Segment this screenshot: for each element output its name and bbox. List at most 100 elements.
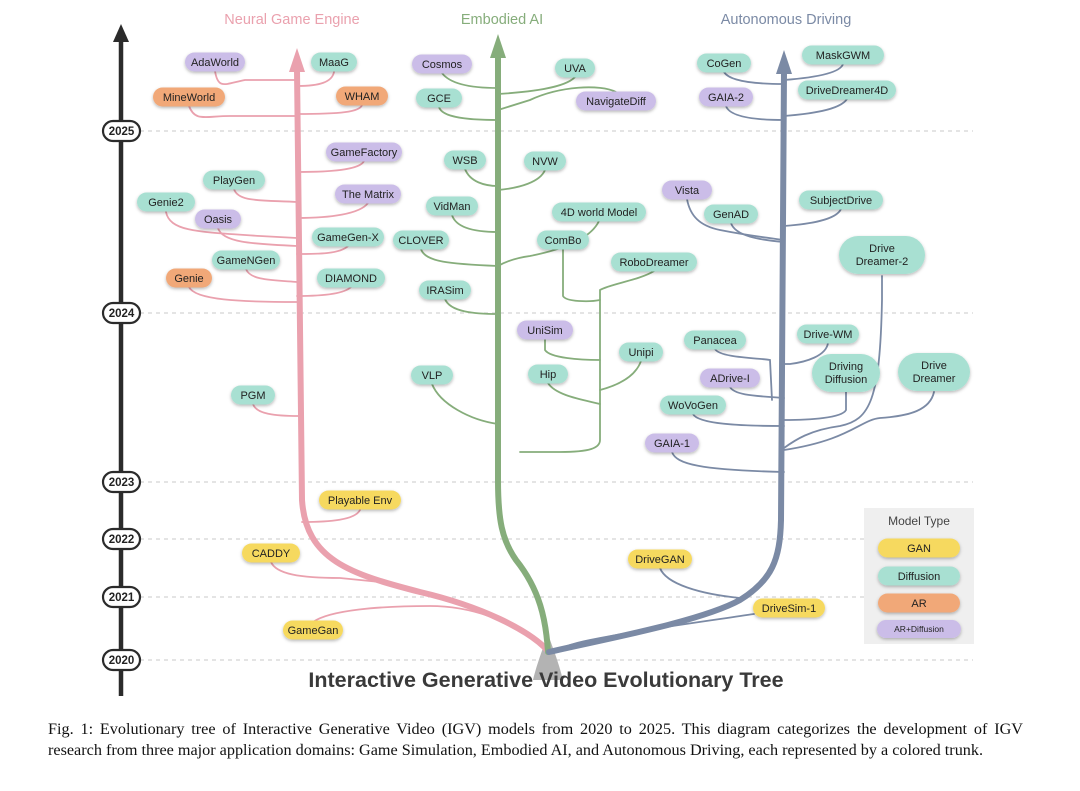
branch-connector <box>296 104 363 115</box>
year-label: 2024 <box>109 308 135 320</box>
branch-connector <box>431 383 499 425</box>
model-node-wovogen: WoVoGen <box>660 395 726 415</box>
year-label: 2023 <box>109 477 135 489</box>
branch-connector <box>233 188 298 203</box>
game-trunk <box>294 67 552 655</box>
model-node-drivedreamer: Drive Dreamer <box>898 353 970 391</box>
branch-connector <box>188 105 298 118</box>
branch-connector <box>783 275 883 449</box>
model-node-nvw: NVW <box>524 151 566 171</box>
legend-item-gan: GAN <box>878 538 960 558</box>
model-node-hip: Hip <box>528 364 568 384</box>
model-node-gamengen: GameNGen <box>212 250 280 270</box>
model-label: VLP <box>422 370 443 382</box>
model-node-playgen: PlayGen <box>203 170 265 190</box>
model-node-panacea: Panacea <box>684 330 746 350</box>
branch-connector <box>217 227 298 247</box>
embodied-branch-label: Embodied AI <box>461 12 543 28</box>
branch-connector <box>783 63 844 81</box>
branch-connector <box>296 245 349 255</box>
branch-connector <box>444 298 499 315</box>
model-label: GAIA-2 <box>708 92 744 104</box>
model-label: GameNGen <box>217 255 276 267</box>
model-label: ADrive-I <box>710 373 750 385</box>
model-label: Vista <box>675 185 700 197</box>
model-label: CADDY <box>252 548 291 560</box>
model-label: ComBo <box>545 235 582 247</box>
branch-connector <box>188 286 298 303</box>
model-label: DriveDreamer4D <box>806 85 889 97</box>
branch-connector <box>544 338 601 361</box>
embodied-trunk-arrow <box>490 34 506 58</box>
model-label: Cosmos <box>422 59 463 71</box>
model-label: MineWorld <box>163 92 215 104</box>
branch-connector <box>451 214 499 233</box>
figure-caption: Fig. 1: Evolutionary tree of Interactive… <box>48 720 1023 759</box>
model-label: 4D world Model <box>561 207 637 219</box>
year-label: 2021 <box>109 592 135 604</box>
branch-connector <box>165 211 298 239</box>
evolutionary-tree-diagram: 2025 2024 2023 2022 2021 2020 AdaWorld MaaG Min… <box>101 12 974 696</box>
branch-connector <box>714 348 773 401</box>
model-label: Driving Diffusion <box>825 361 868 386</box>
model-node-subjectdrive: SubjectDrive <box>799 190 883 210</box>
model-label: Unipi <box>628 347 653 359</box>
legend-label: AR <box>911 598 926 610</box>
year-label: 2025 <box>109 126 135 138</box>
model-label: PGM <box>240 390 265 402</box>
model-node-cogen: CoGen <box>697 53 751 73</box>
model-node-drivegan: DriveGAN <box>628 549 692 569</box>
model-label: CLOVER <box>398 235 443 247</box>
model-node-gamefactory: GameFactory <box>326 142 402 162</box>
branch-connector <box>783 208 842 227</box>
model-node-maskgwm: MaskGWM <box>802 45 884 65</box>
branch-connector <box>599 360 642 391</box>
legend-label: GAN <box>907 543 931 555</box>
branch-connector <box>659 567 741 599</box>
model-label: GAIA-1 <box>654 438 690 450</box>
branch-connector <box>245 268 298 283</box>
model-node-playableenv: Playable Env <box>319 490 401 510</box>
model-label: NavigateDiff <box>586 96 647 108</box>
game-trunk-arrow <box>289 48 305 72</box>
model-label: WoVoGen <box>668 400 718 412</box>
year-marker: 2023 <box>101 470 142 494</box>
legend-item-ar: AR <box>878 593 960 613</box>
model-node-genie2: Genie2 <box>137 192 195 212</box>
branch-connector <box>783 391 847 421</box>
model-node-robodreamer: RoboDreamer <box>611 252 697 272</box>
year-marker: 2020 <box>101 648 142 672</box>
model-label: VidMan <box>433 201 470 213</box>
model-label: IRASim <box>426 285 463 297</box>
trunk-base <box>533 634 563 680</box>
model-node-irasim: IRASim <box>419 280 471 300</box>
model-node-vidman: VidMan <box>426 196 478 216</box>
legend: Model Type GAN Diffusion AR AR+Diffusion <box>864 508 974 644</box>
model-node-gamegan: GameGan <box>283 620 343 640</box>
branch-connector <box>547 382 601 405</box>
branch-connector <box>497 86 617 111</box>
model-node-drivedreamer2: Drive Dreamer-2 <box>839 236 925 274</box>
branch-connector <box>497 220 600 267</box>
model-node-drivingdiffusion: Driving Diffusion <box>812 354 880 392</box>
model-node-maag: MaaG <box>311 52 357 72</box>
branch-connector <box>497 76 576 95</box>
model-node-wham: WHAM <box>336 86 388 106</box>
branch-connector <box>438 106 499 121</box>
model-label: Playable Env <box>328 495 393 507</box>
legend-label: Diffusion <box>898 571 941 583</box>
model-label: SubjectDrive <box>810 195 872 207</box>
model-node-gaia2: GAIA-2 <box>699 87 753 107</box>
model-node-drivedreamer4d: DriveDreamer4D <box>798 80 896 100</box>
branch-connector <box>783 98 848 117</box>
model-label: AdaWorld <box>191 57 239 69</box>
model-node-wsb: WSB <box>444 150 486 170</box>
branch-connector <box>420 248 499 267</box>
branch-connector <box>723 71 785 85</box>
branch-connector <box>562 248 601 303</box>
model-node-clover: CLOVER <box>393 230 449 250</box>
model-node-mineworld: MineWorld <box>153 87 225 107</box>
model-label: GameGan <box>288 625 339 637</box>
model-node-oasis: Oasis <box>195 209 241 229</box>
